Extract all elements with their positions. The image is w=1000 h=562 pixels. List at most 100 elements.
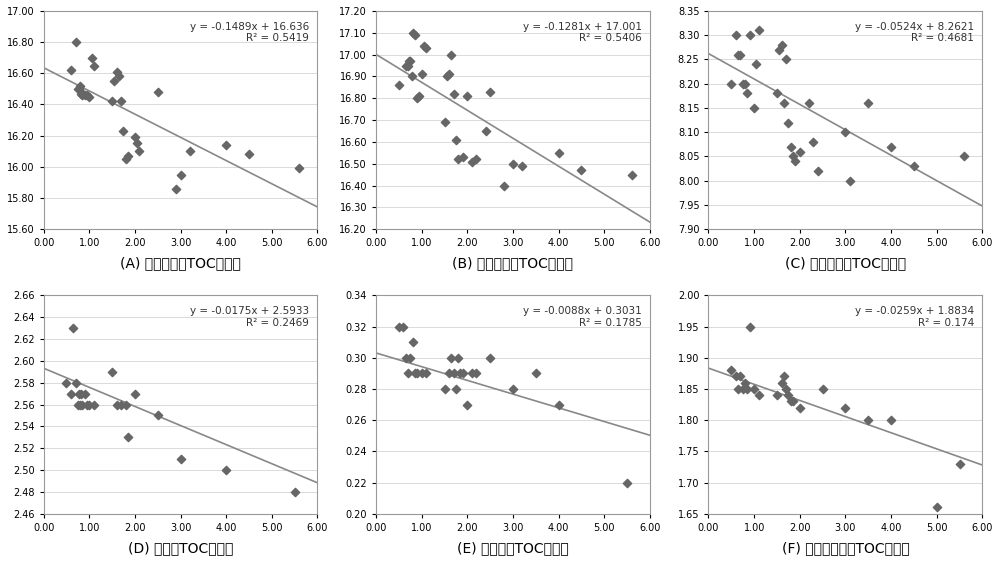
Point — [906, 162, 922, 171]
Point — [551, 400, 567, 409]
Point — [742, 322, 758, 331]
Point — [411, 92, 427, 101]
Point — [505, 384, 521, 393]
Point — [496, 181, 512, 190]
Point — [398, 353, 414, 362]
Point — [883, 416, 899, 425]
Point — [728, 31, 744, 40]
Point — [58, 378, 74, 387]
Point — [81, 400, 97, 409]
Point — [723, 366, 739, 375]
Point — [173, 170, 189, 179]
Point — [739, 89, 755, 98]
Point — [723, 79, 739, 88]
Point — [409, 369, 425, 378]
Point — [459, 400, 475, 409]
Point — [929, 503, 945, 512]
Point — [168, 184, 184, 193]
Point — [127, 389, 143, 398]
Point — [173, 455, 189, 464]
Point — [402, 353, 418, 362]
Point — [395, 322, 411, 331]
Point — [72, 400, 88, 409]
Point — [150, 88, 166, 97]
Point — [769, 89, 785, 98]
Point — [63, 389, 79, 398]
Point — [104, 368, 120, 377]
Point — [728, 372, 744, 381]
Point — [127, 133, 143, 142]
Text: y = -0.0088x + 0.3031
R² = 0.1785: y = -0.0088x + 0.3031 R² = 0.1785 — [523, 306, 642, 328]
Point — [241, 150, 257, 159]
Point — [732, 372, 748, 381]
Point — [448, 135, 464, 144]
Point — [805, 138, 821, 147]
Point — [751, 26, 767, 35]
Point — [776, 98, 792, 107]
Point — [439, 72, 455, 81]
Point — [952, 459, 968, 468]
Point — [71, 389, 87, 398]
Point — [218, 465, 234, 474]
Point — [418, 44, 434, 53]
Point — [455, 369, 471, 378]
Point — [407, 369, 423, 378]
Point — [482, 353, 498, 362]
Point — [68, 38, 84, 47]
Point — [776, 372, 792, 381]
Point — [860, 98, 876, 107]
Point — [113, 400, 129, 409]
Point — [84, 53, 100, 62]
X-axis label: (B) 体积模量与TOC交汇图: (B) 体积模量与TOC交汇图 — [452, 257, 573, 270]
Point — [732, 50, 748, 59]
Point — [437, 384, 453, 393]
Point — [735, 79, 751, 88]
Point — [778, 384, 794, 393]
Point — [771, 46, 787, 55]
Text: y = -0.0524x + 8.2621
R² = 0.4681: y = -0.0524x + 8.2621 R² = 0.4681 — [855, 22, 974, 43]
Point — [785, 152, 801, 161]
Point — [407, 30, 423, 39]
Point — [792, 147, 808, 156]
Text: y = -0.0259x + 1.8834
R² = 0.174: y = -0.0259x + 1.8834 R² = 0.174 — [855, 306, 974, 328]
Point — [528, 369, 544, 378]
Point — [118, 155, 134, 164]
Point — [441, 369, 457, 378]
Point — [730, 50, 746, 59]
Point — [77, 389, 93, 398]
Point — [956, 152, 972, 161]
Point — [573, 166, 589, 175]
Point — [746, 103, 762, 112]
Point — [106, 76, 122, 85]
Point — [63, 66, 79, 75]
Point — [409, 94, 425, 103]
Point — [104, 97, 120, 106]
Point — [450, 155, 466, 164]
Point — [291, 164, 307, 173]
Point — [74, 400, 90, 409]
Point — [150, 411, 166, 420]
Point — [446, 89, 462, 98]
Point — [70, 400, 86, 409]
Point — [218, 140, 234, 149]
Point — [780, 118, 796, 127]
Point — [402, 57, 418, 66]
Point — [815, 384, 831, 393]
Point — [459, 92, 475, 101]
Point — [739, 384, 755, 393]
Point — [72, 81, 88, 90]
Text: y = -0.0175x + 2.5933
R² = 0.2469: y = -0.0175x + 2.5933 R² = 0.2469 — [190, 306, 309, 328]
Point — [842, 176, 858, 185]
Point — [787, 157, 803, 166]
Point — [73, 389, 89, 398]
Point — [400, 61, 416, 70]
Point — [769, 391, 785, 400]
Point — [464, 369, 480, 378]
Point — [730, 384, 746, 393]
Point — [416, 42, 432, 51]
Point — [118, 400, 134, 409]
Point — [391, 322, 407, 331]
Point — [735, 384, 751, 393]
Point — [418, 369, 434, 378]
Point — [448, 384, 464, 393]
